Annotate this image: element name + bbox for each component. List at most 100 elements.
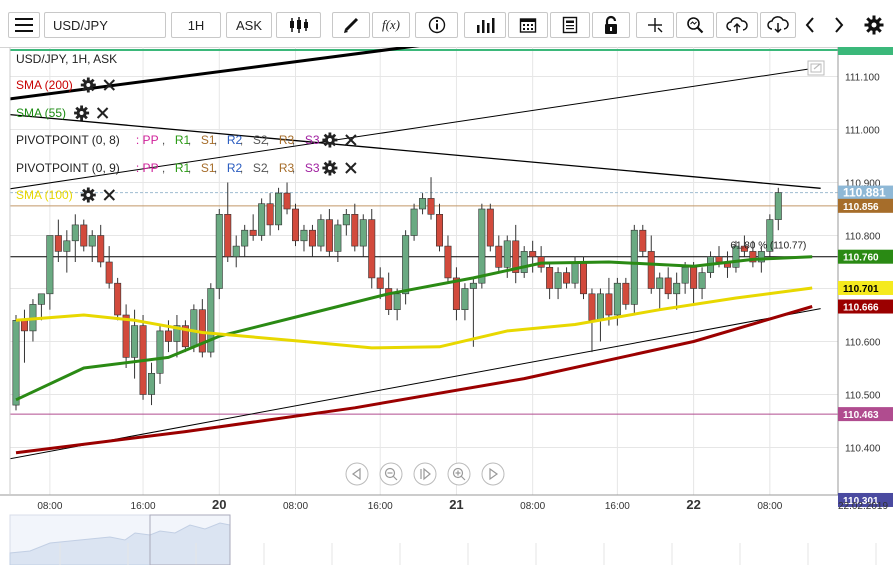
- candle-body[interactable]: [639, 229, 647, 252]
- nav-right-button[interactable]: [481, 462, 505, 486]
- candle-body[interactable]: [258, 203, 266, 236]
- candle-body[interactable]: [80, 224, 88, 247]
- candle-body[interactable]: [122, 314, 130, 358]
- news-button[interactable]: [550, 12, 590, 38]
- candle-body[interactable]: [757, 251, 765, 263]
- candle-body[interactable]: [342, 214, 350, 226]
- trendline[interactable]: [0, 68, 813, 191]
- trendline[interactable]: [0, 47, 609, 101]
- candle-body[interactable]: [529, 251, 537, 257]
- candle-body[interactable]: [588, 293, 596, 321]
- gear-icon[interactable]: [322, 160, 338, 176]
- symbol-select[interactable]: USD/JPY: [44, 12, 166, 38]
- calendar-button[interactable]: [508, 12, 548, 38]
- candle-body[interactable]: [173, 325, 181, 342]
- candle-body[interactable]: [546, 267, 554, 289]
- candle-body[interactable]: [249, 229, 257, 236]
- crosshair-button[interactable]: [636, 12, 674, 38]
- scroll-right-button[interactable]: [826, 12, 852, 38]
- gear-icon[interactable]: [322, 132, 338, 148]
- menu-button[interactable]: [8, 12, 40, 38]
- candle-body[interactable]: [732, 245, 740, 268]
- candle-body[interactable]: [419, 198, 427, 210]
- candle-body[interactable]: [512, 240, 520, 273]
- zoom-button[interactable]: [676, 12, 714, 38]
- candle-body[interactable]: [749, 251, 757, 263]
- candle-body[interactable]: [579, 261, 587, 295]
- candle-body[interactable]: [681, 267, 689, 284]
- chart-type-button[interactable]: [276, 12, 321, 38]
- price-chart[interactable]: 111.150111.100111.000110.900110.800110.7…: [0, 47, 893, 565]
- settings-button[interactable]: [860, 12, 888, 38]
- candle-body[interactable]: [554, 272, 562, 289]
- candle-body[interactable]: [393, 293, 401, 311]
- indicators-button[interactable]: [464, 12, 506, 38]
- candle-body[interactable]: [148, 372, 156, 395]
- candle-body[interactable]: [647, 251, 655, 289]
- close-icon[interactable]: [103, 79, 116, 91]
- overview-navigator[interactable]: [0, 514, 893, 565]
- close-icon[interactable]: [345, 162, 357, 174]
- indicator-line-sma-55[interactable]: [15, 255, 813, 402]
- candle-body[interactable]: [596, 293, 604, 321]
- candle-body[interactable]: [317, 219, 325, 247]
- candle-body[interactable]: [664, 277, 672, 295]
- candle-body[interactable]: [292, 208, 300, 242]
- zoom-in-button[interactable]: [447, 462, 471, 486]
- candle-body[interactable]: [181, 325, 189, 348]
- candle-body[interactable]: [563, 272, 571, 284]
- candle-body[interactable]: [266, 203, 274, 226]
- candle-body[interactable]: [402, 235, 410, 295]
- close-icon[interactable]: [103, 189, 116, 201]
- candle-body[interactable]: [478, 208, 486, 284]
- candle-body[interactable]: [444, 245, 452, 279]
- candle-body[interactable]: [359, 219, 367, 247]
- candle-body[interactable]: [486, 208, 494, 247]
- trendline[interactable]: [0, 113, 821, 189]
- scroll-left-button[interactable]: [797, 12, 823, 38]
- candle-body[interactable]: [207, 288, 215, 353]
- candle-body[interactable]: [715, 256, 723, 263]
- candle-body[interactable]: [300, 229, 308, 242]
- candle-body[interactable]: [630, 229, 638, 305]
- candle-body[interactable]: [495, 245, 503, 268]
- candle-body[interactable]: [385, 288, 393, 311]
- candle-body[interactable]: [37, 293, 45, 305]
- candle-body[interactable]: [461, 288, 469, 311]
- overview-handle[interactable]: [149, 514, 231, 565]
- lock-button[interactable]: [592, 12, 630, 38]
- candle-body[interactable]: [224, 214, 232, 258]
- timeframe-select[interactable]: 1H: [171, 12, 221, 38]
- candle-body[interactable]: [190, 309, 198, 348]
- nav-left-button[interactable]: [345, 462, 369, 486]
- candle-body[interactable]: [215, 214, 223, 289]
- candle-body[interactable]: [452, 277, 460, 310]
- candle-body[interactable]: [622, 282, 630, 305]
- candle-body[interactable]: [571, 261, 579, 284]
- draw-tool-button[interactable]: [332, 12, 370, 38]
- candle-body[interactable]: [740, 245, 748, 252]
- candle-body[interactable]: [656, 277, 664, 289]
- candle-body[interactable]: [283, 192, 291, 210]
- candle-body[interactable]: [520, 251, 528, 273]
- indicator-line-sma-100[interactable]: [15, 286, 813, 350]
- candle-body[interactable]: [241, 229, 249, 247]
- candle-body[interactable]: [275, 192, 283, 226]
- candle-body[interactable]: [156, 330, 164, 374]
- candle-body[interactable]: [376, 277, 384, 289]
- candle-body[interactable]: [164, 330, 172, 342]
- candle-body[interactable]: [503, 240, 511, 268]
- candle-body[interactable]: [766, 219, 774, 252]
- expand-icon[interactable]: [807, 60, 825, 76]
- candle-body[interactable]: [114, 282, 122, 316]
- download-button[interactable]: [760, 12, 796, 38]
- candle-body[interactable]: [334, 224, 342, 252]
- candle-body[interactable]: [105, 261, 113, 284]
- candle-body[interactable]: [613, 282, 621, 316]
- indicator-line-sma-200[interactable]: [15, 305, 813, 455]
- candle-body[interactable]: [698, 272, 706, 289]
- trendline[interactable]: [0, 308, 821, 461]
- candle-body[interactable]: [12, 319, 20, 406]
- candle-body[interactable]: [88, 235, 96, 247]
- candle-body[interactable]: [308, 229, 316, 247]
